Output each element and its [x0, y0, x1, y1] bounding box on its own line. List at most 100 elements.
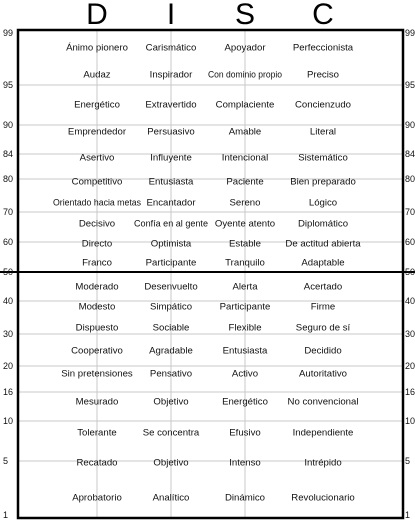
word-cell-c: Firme [311, 302, 336, 313]
word-cell-c: Revolucionario [291, 493, 354, 504]
word-cell-c: Autoritativo [299, 369, 347, 380]
scale-label-right: 84 [405, 149, 415, 159]
word-cell-c: Intrépido [304, 458, 341, 469]
scale-label-left: 90 [3, 120, 13, 130]
scale-label-left: 99 [3, 28, 13, 38]
word-cell-c: Acertado [304, 282, 342, 293]
word-cell-i: Analítico [153, 493, 190, 504]
word-cell-i: Inspirador [150, 70, 193, 81]
scale-label-left: 50 [3, 267, 13, 277]
column-header-i: I [167, 0, 175, 31]
scale-label-left: 60 [3, 237, 13, 247]
word-cell-c: De actitud abierta [285, 239, 361, 250]
word-cell-i: Simpático [150, 302, 192, 313]
word-cell-d: Competitivo [72, 177, 123, 188]
word-cell-d: Franco [82, 258, 112, 269]
scale-label-right: 70 [405, 207, 415, 217]
word-cell-i: Agradable [149, 346, 193, 357]
word-cell-s: Energético [222, 397, 268, 408]
word-cell-d: Energético [74, 100, 120, 111]
word-cell-d: Decisivo [79, 219, 115, 230]
word-cell-i: Carismático [146, 43, 197, 54]
word-cell-s: Sereno [230, 198, 261, 209]
column-header-s: S [235, 0, 255, 31]
scale-label-left: 5 [3, 456, 8, 466]
word-cell-i: Persuasivo [147, 127, 194, 138]
scale-label-right: 80 [405, 174, 415, 184]
word-cell-i: Encantador [146, 198, 196, 209]
word-cell-c: Decidido [304, 346, 341, 357]
scale-label-right: 60 [405, 237, 415, 247]
word-cell-c: Literal [310, 127, 336, 138]
word-cell-c: Lógico [309, 198, 337, 209]
word-cell-c: Seguro de sí [296, 323, 351, 334]
word-cell-s: Complaciente [216, 100, 275, 111]
word-cell-s: Intenso [229, 458, 260, 469]
word-cell-s: Con dominio propio [208, 70, 282, 81]
word-cell-d: Audaz [83, 70, 110, 81]
word-cell-c: Adaptable [301, 258, 344, 269]
word-cell-d: Moderado [75, 282, 118, 293]
scale-label-right: 20 [405, 361, 415, 371]
word-cell-s: Efusivo [229, 428, 260, 439]
word-cell-s: Apoyador [224, 43, 266, 54]
scale-label-left: 40 [3, 296, 13, 306]
frame-layer [0, 28, 415, 520]
word-cell-s: Dinámico [225, 493, 265, 504]
word-cell-d: Recatado [76, 458, 117, 469]
word-cell-c: Sistemático [298, 153, 348, 164]
word-cell-i: Objetivo [153, 397, 188, 408]
scale-label-left: 84 [3, 149, 13, 159]
word-cell-d: Aprobatorio [72, 493, 122, 504]
word-cell-i: Objetivo [153, 458, 188, 469]
word-cell-i: Desenvuelto [144, 282, 197, 293]
word-cell-i: Influyente [150, 153, 192, 164]
word-cell-i: Entusiasta [149, 177, 194, 188]
scale-label-left: 95 [3, 80, 13, 90]
word-cell-i: Sociable [153, 323, 190, 334]
word-cell-d: Orientado hacia metas [53, 198, 141, 209]
word-cell-s: Oyente atento [215, 219, 275, 230]
word-cell-s: Paciente [226, 177, 263, 188]
word-cell-d: Modesto [79, 302, 116, 313]
scale-label-right: 16 [405, 387, 415, 397]
scale-label-right: 40 [405, 296, 415, 306]
scale-label-left: 70 [3, 207, 13, 217]
word-cell-i: Confía en al gente [134, 219, 208, 230]
chart-border [16, 28, 405, 520]
scale-label-left: 20 [3, 361, 13, 371]
word-cell-c: Concienzudo [295, 100, 351, 111]
word-cell-c: Independiente [293, 428, 354, 439]
scale-label-left: 10 [3, 416, 13, 426]
word-cell-i: Pensativo [150, 369, 192, 380]
word-cell-s: Flexible [228, 323, 261, 334]
word-cell-d: Sin pretensiones [61, 369, 133, 380]
word-cell-i: Participante [146, 258, 197, 269]
word-cell-i: Optimista [151, 239, 192, 250]
word-cell-s: Estable [229, 239, 261, 250]
word-grid: Ánimo pionero Carismático Apoyador Perfecci… [53, 43, 361, 504]
scale-label-right: 1 [405, 510, 410, 520]
word-cell-d: Mesurado [76, 397, 119, 408]
word-cell-s: Intencional [222, 153, 268, 164]
word-cell-d: Tolerante [77, 428, 116, 439]
word-cell-d: Directo [82, 239, 112, 250]
scale-label-right: 90 [405, 120, 415, 130]
grid-layer [18, 30, 403, 518]
word-cell-i: Extravertido [145, 100, 196, 111]
word-cell-d: Dispuesto [76, 323, 119, 334]
scale-label-left: 30 [3, 329, 13, 339]
word-cell-d: Cooperativo [71, 346, 123, 357]
scale-label-left: 80 [3, 174, 13, 184]
scale-ticks: 99 99 95 95 90 90 84 84 80 80 70 70 60 60 50 50 40 40 30 30… [3, 28, 415, 520]
word-cell-d: Asertivo [80, 153, 115, 164]
word-cell-s: Participante [220, 302, 271, 313]
scale-label-right: 50 [405, 267, 415, 277]
scale-label-right: 5 [405, 456, 410, 466]
column-header-c: C [312, 0, 334, 31]
scale-label-right: 99 [405, 28, 415, 38]
word-cell-s: Activo [232, 369, 258, 380]
word-cell-d: Emprendedor [68, 127, 127, 138]
